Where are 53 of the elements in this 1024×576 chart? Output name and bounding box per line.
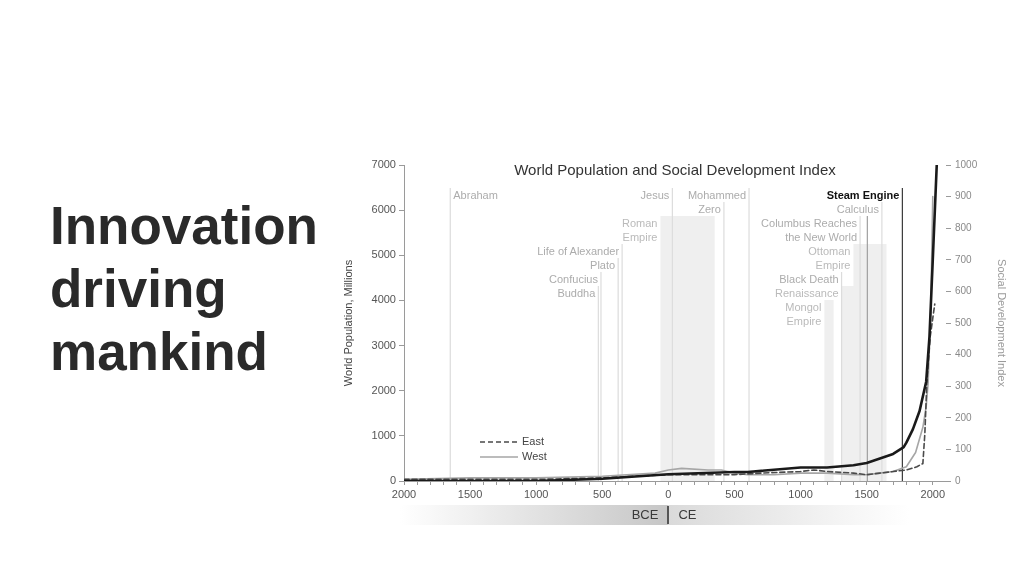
x-tick-label: 2000	[391, 487, 417, 500]
x-tick-label: 0	[665, 487, 672, 500]
x-tick-label: 1000	[788, 487, 813, 500]
text: Innovation driving mankind	[50, 196, 318, 381]
y2-tick-label: 200	[955, 411, 973, 423]
ref-line-label: Jesus	[640, 189, 670, 201]
legend-label: East	[522, 435, 545, 448]
x-tick-label: 1000	[523, 487, 549, 500]
y-axis-title: World Population, Millions	[341, 259, 354, 387]
y-tick-label: 4000	[371, 293, 396, 306]
legend-label: West	[522, 450, 547, 463]
line-series	[404, 303, 936, 481]
y2-axis-title: Social Development Index	[996, 259, 1009, 388]
band-label: Ottoman Empire	[808, 245, 851, 271]
ref-line-label: Abraham	[453, 189, 498, 201]
band-label: Roman Empire	[621, 217, 658, 243]
x-tick-label: 2000	[920, 487, 946, 500]
chart-title: World Population and Social Development Index	[514, 161, 837, 178]
ref-line-label: Zero	[698, 203, 721, 215]
y-tick-label: 1000	[371, 428, 396, 441]
band-label: Renaissance	[774, 287, 839, 299]
y2-tick-label: 100	[955, 443, 973, 455]
ref-line-label: Buddha	[557, 287, 597, 299]
y-tick-label: 5000	[371, 248, 396, 261]
y2-tick-label: 0	[955, 474, 961, 486]
ref-line-label: Confucius	[549, 273, 599, 285]
ref-line-label: Columbus Reaches the New World	[761, 217, 858, 243]
ref-line-label: Steam Engine	[826, 189, 900, 201]
ref-line-label: Plato	[590, 259, 616, 271]
x-tick-label: 1500	[457, 487, 483, 500]
x-tick-label: 500	[593, 487, 612, 500]
ref-line-label: Life of Alexander	[537, 245, 620, 257]
y-tick-label: 6000	[371, 203, 396, 216]
x-tick-label: 500	[725, 487, 744, 500]
y2-tick-label: 400	[955, 348, 973, 360]
text: CE	[678, 507, 697, 523]
ref-line-label: Calculus	[836, 203, 880, 215]
y2-tick-label: 500	[955, 316, 973, 328]
y-tick-label: 7000	[371, 158, 396, 171]
y-tick-label: 0	[389, 474, 396, 487]
y2-tick-label: 900	[955, 190, 973, 202]
x-tick-label: 1500	[854, 487, 879, 500]
ref-line-label: Black Death	[779, 273, 839, 285]
y-tick-label: 2000	[371, 383, 396, 396]
y2-tick-label: 600	[955, 285, 973, 297]
ref-line-label: Mohammed	[687, 189, 747, 201]
y-tick-label: 3000	[371, 338, 396, 351]
text: BCE	[631, 507, 659, 523]
y2-tick-label: 1000	[955, 158, 978, 170]
y2-tick-label: 300	[955, 379, 973, 391]
y2-tick-label: 800	[955, 221, 973, 233]
band-label: Mongol Empire	[785, 301, 822, 327]
y2-tick-label: 700	[955, 253, 973, 265]
